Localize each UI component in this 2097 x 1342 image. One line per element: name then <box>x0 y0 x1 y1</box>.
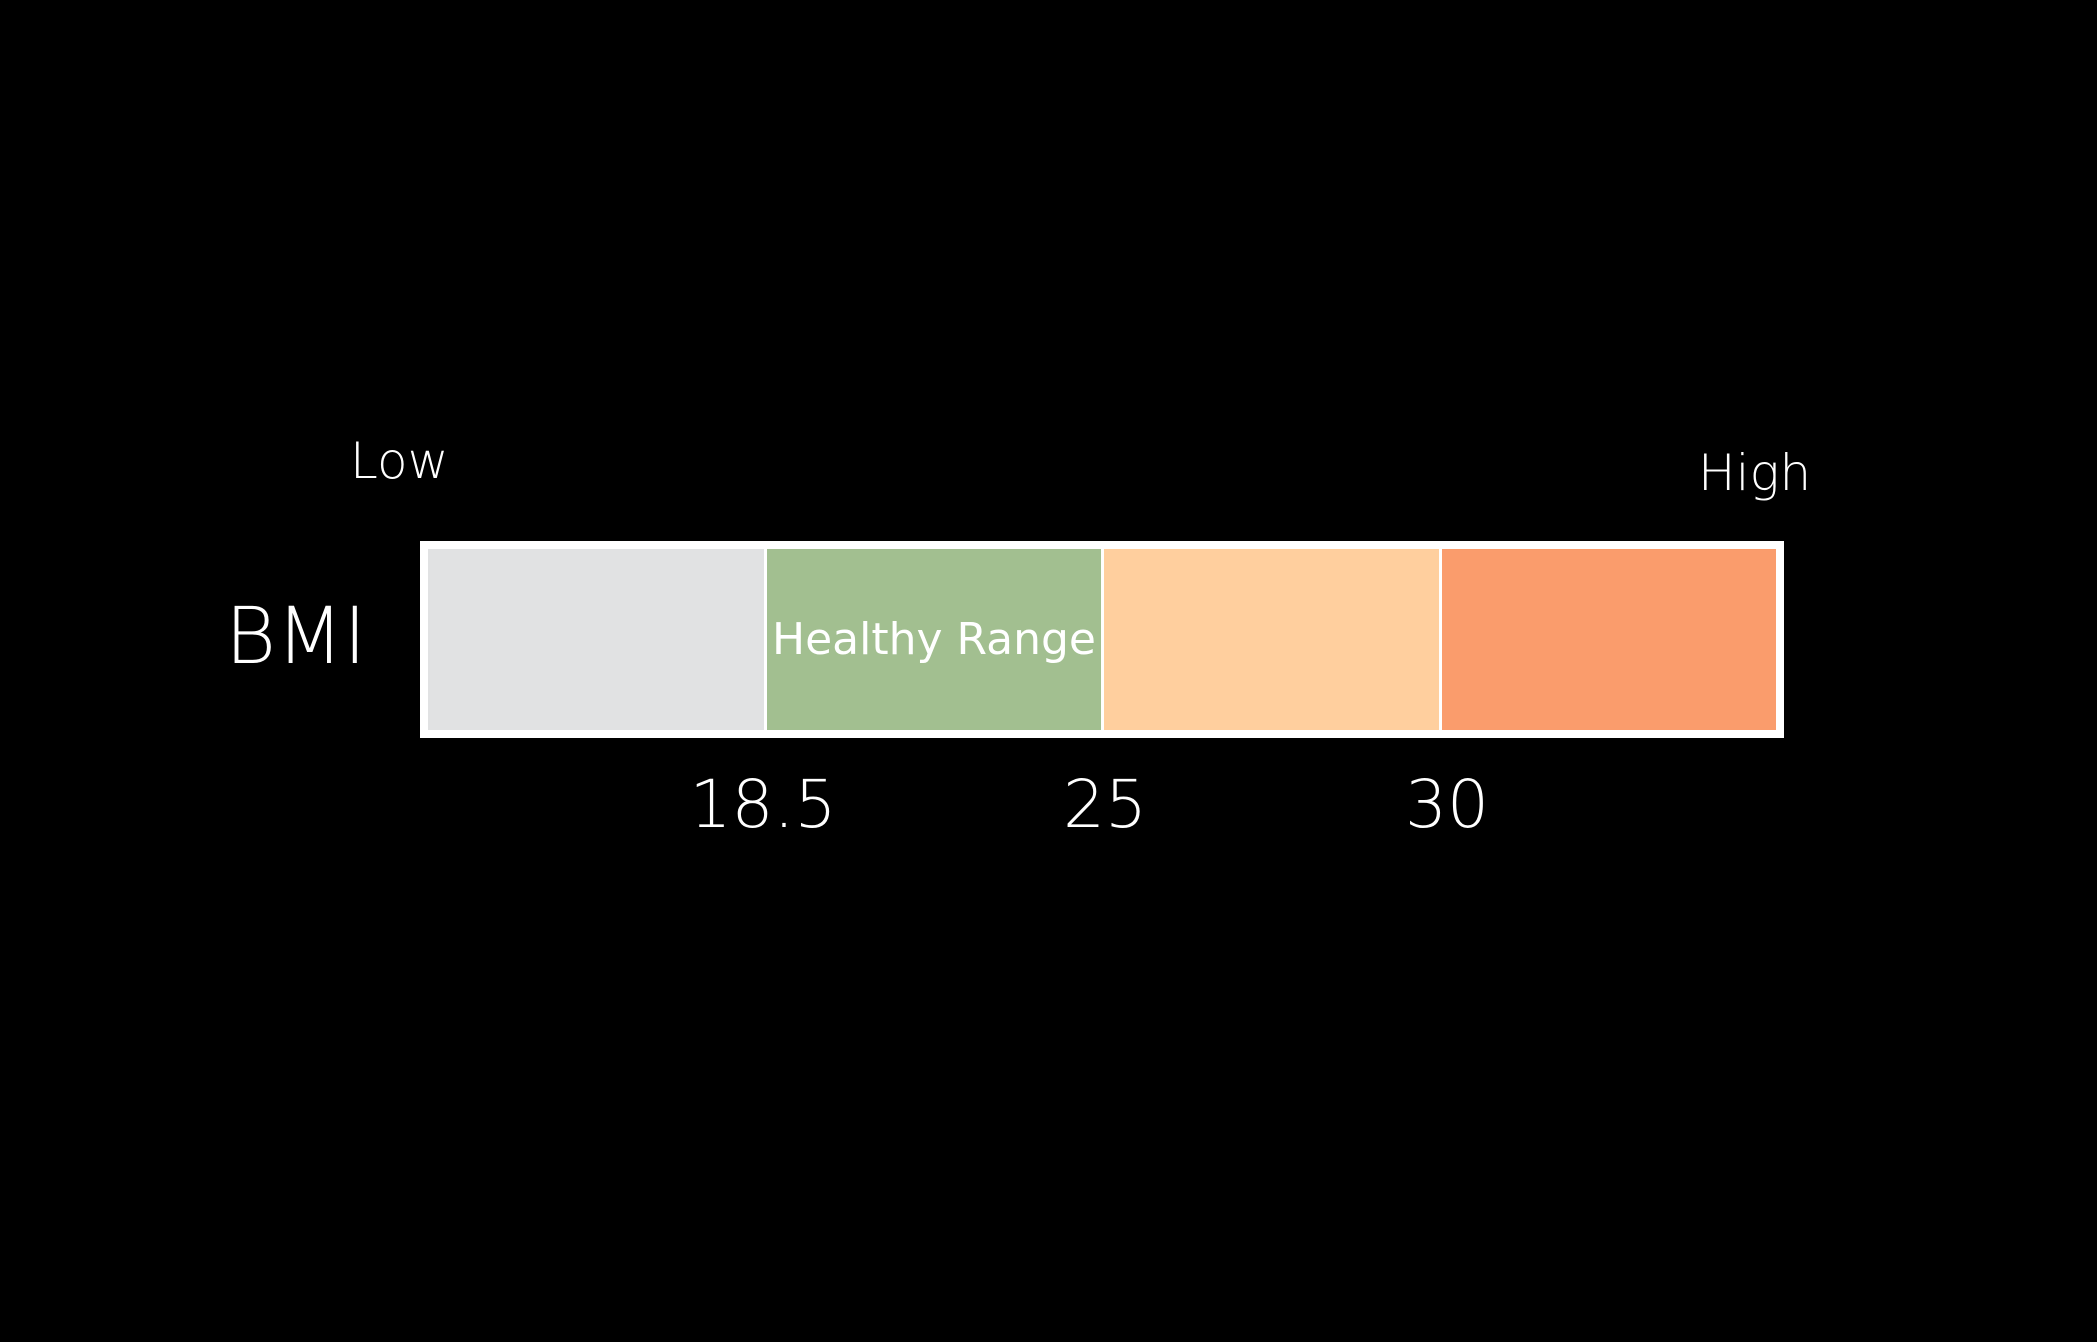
segment-overweight <box>1101 549 1439 730</box>
low-end-label: Low <box>350 432 449 490</box>
threshold-label: 18.5 <box>689 766 837 843</box>
bmi-row-label: BMI <box>225 592 367 682</box>
bmi-scale-bar: Healthy Range <box>420 541 1784 738</box>
segment-underweight <box>428 549 764 730</box>
high-end-label: High <box>1698 444 1812 502</box>
segment-healthy-range: Healthy Range <box>764 549 1101 730</box>
segment-obese <box>1439 549 1776 730</box>
threshold-label: 25 <box>1063 766 1147 843</box>
threshold-label: 30 <box>1405 766 1489 843</box>
segment-healthy-range-label: Healthy Range <box>772 614 1096 665</box>
